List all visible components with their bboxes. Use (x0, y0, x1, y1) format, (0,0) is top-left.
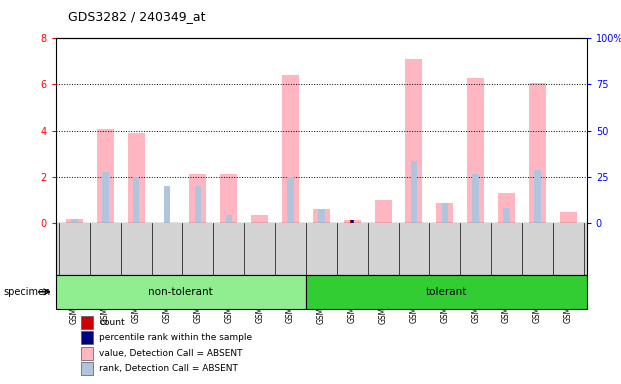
Bar (410, 161, 417, 223)
Text: rank, Detection Call = ABSENT: rank, Detection Call = ABSENT (99, 364, 238, 373)
Bar (102, 172, 109, 223)
Text: specimen: specimen (3, 287, 50, 297)
Bar (437, 203, 453, 223)
Bar (66, 219, 83, 223)
Bar (318, 209, 325, 223)
Bar (344, 220, 361, 223)
Bar (467, 78, 484, 223)
Bar (529, 83, 546, 223)
Bar (128, 133, 145, 223)
Bar (220, 174, 237, 223)
Text: value, Detection Call = ABSENT: value, Detection Call = ABSENT (99, 349, 243, 358)
Bar (351, 220, 353, 223)
Bar (189, 174, 206, 223)
Bar (81, 331, 93, 344)
Text: percentile rank within the sample: percentile rank within the sample (99, 333, 253, 342)
Text: GDS3282 / 240349_at: GDS3282 / 240349_at (68, 10, 206, 23)
Bar (56, 275, 306, 309)
Bar (282, 75, 299, 223)
Bar (81, 362, 93, 375)
Bar (81, 316, 93, 329)
Bar (498, 193, 515, 223)
Text: count: count (99, 318, 125, 327)
Bar (225, 215, 232, 223)
Text: non-tolerant: non-tolerant (148, 287, 213, 297)
Bar (374, 200, 392, 223)
Bar (306, 275, 587, 309)
Bar (71, 219, 78, 223)
Bar (133, 177, 139, 223)
Bar (97, 129, 114, 223)
Bar (350, 220, 354, 223)
Bar (313, 209, 330, 223)
Bar (251, 215, 268, 223)
Bar (534, 170, 541, 223)
Text: tolerant: tolerant (425, 287, 467, 297)
Bar (442, 203, 448, 223)
Bar (288, 177, 294, 223)
Bar (473, 174, 479, 223)
Bar (560, 212, 577, 223)
Bar (406, 59, 422, 223)
Bar (81, 346, 93, 360)
Bar (164, 186, 170, 223)
Bar (194, 186, 201, 223)
Bar (504, 208, 510, 223)
